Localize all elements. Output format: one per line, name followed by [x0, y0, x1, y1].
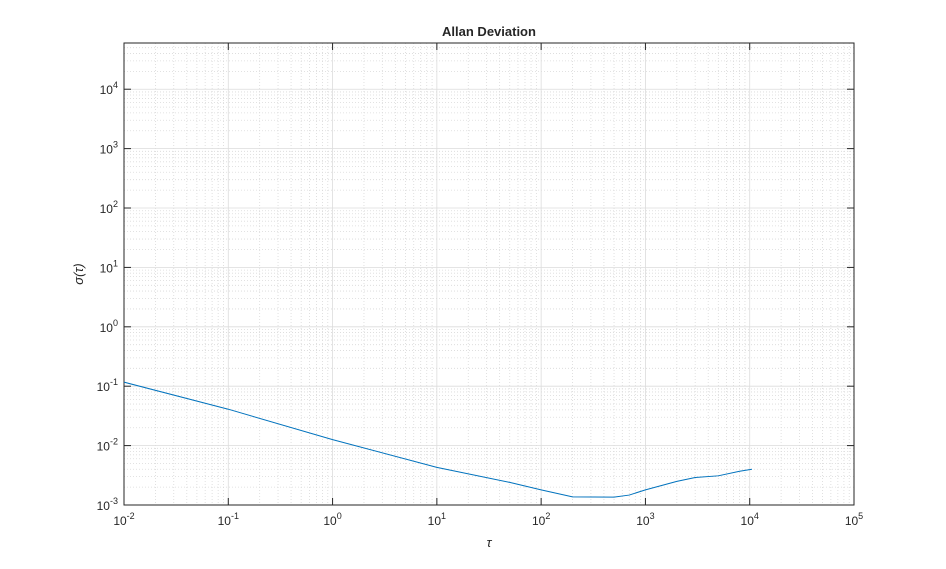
- y-tick-label: 104: [100, 80, 118, 97]
- x-tick-label: 105: [845, 511, 863, 528]
- y-axis-label: σ(τ): [71, 263, 86, 284]
- x-tick-label: 101: [428, 511, 446, 528]
- y-tick-label: 100: [100, 318, 118, 335]
- y-tick-label: 10-3: [97, 496, 118, 513]
- x-axis-label: τ: [487, 535, 493, 550]
- chart-title: Allan Deviation: [442, 24, 536, 39]
- x-tick-label: 10-2: [113, 511, 134, 528]
- x-tick-label: 100: [323, 511, 341, 528]
- y-tick-label: 10-2: [97, 437, 118, 454]
- x-tick-label: 10-1: [218, 511, 239, 528]
- y-tick-label: 101: [100, 258, 118, 275]
- grid: [123, 43, 855, 506]
- x-tick-label: 103: [636, 511, 654, 528]
- x-tick-label: 102: [532, 511, 550, 528]
- y-tick-label: 103: [100, 140, 118, 157]
- x-tick-label: 104: [741, 511, 759, 528]
- plot-area: [124, 43, 854, 505]
- axes-box: [123, 42, 855, 506]
- y-tick-label: 102: [100, 199, 118, 216]
- y-tick-label: 10-1: [97, 377, 118, 394]
- data-line: [123, 381, 753, 498]
